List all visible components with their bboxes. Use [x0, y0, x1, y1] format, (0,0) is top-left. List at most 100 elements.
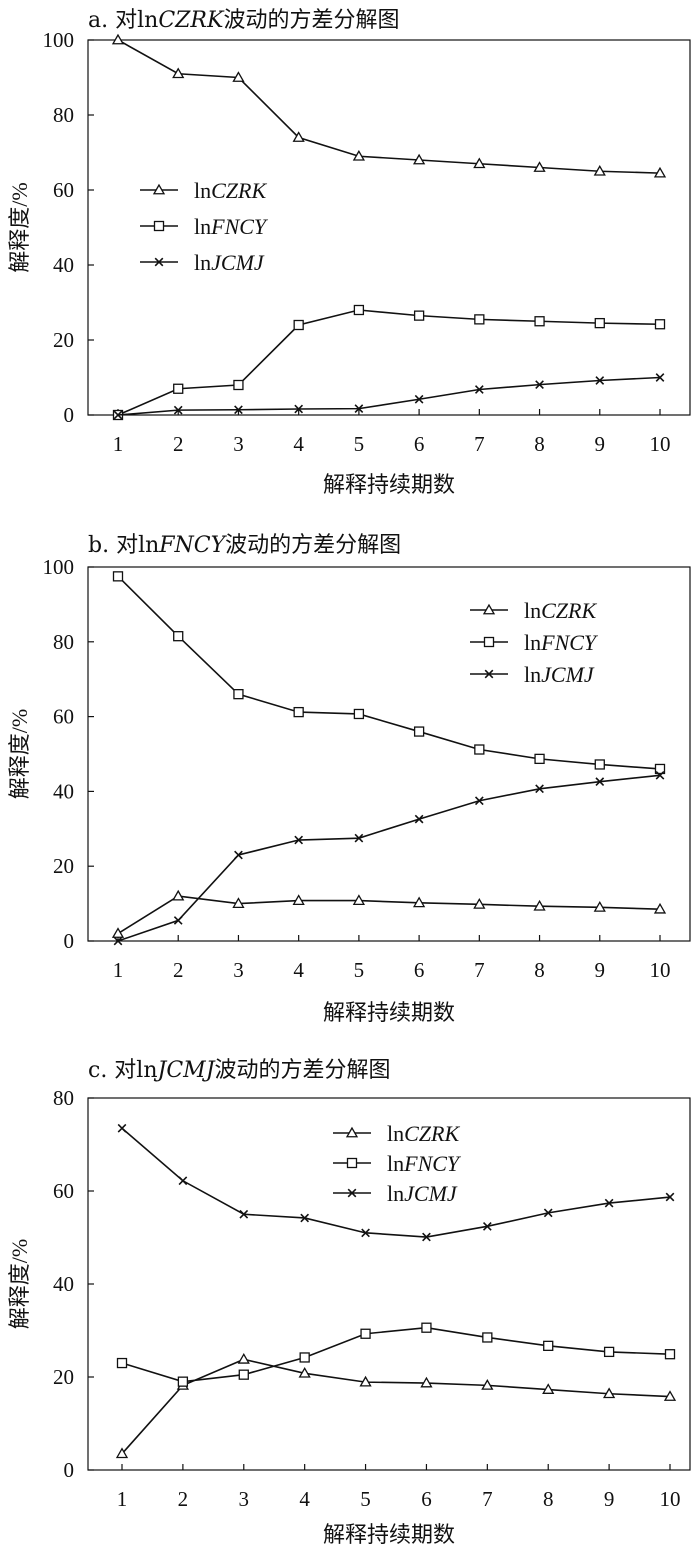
x-axis-label: 解释持续期数: [323, 1522, 455, 1547]
y-tick-label: 40: [53, 1272, 74, 1296]
legend-label: lnJCMJ: [387, 1181, 458, 1206]
x-tick-label: 2: [178, 1487, 189, 1511]
x-tick-label: 4: [293, 432, 304, 456]
data-point-jcmj: [655, 373, 665, 382]
series-jcmj: [113, 373, 665, 420]
data-point-czrk: [481, 1379, 494, 1390]
series-czrk: [111, 889, 667, 938]
x-tick-label: 1: [113, 958, 124, 982]
data-point-czrk: [420, 1376, 433, 1388]
chart-title-c: c. 对lnJCMJ波动的方差分解图: [88, 1052, 391, 1084]
legend-label: lnFNCY: [387, 1151, 462, 1176]
data-point-jcmj: [595, 777, 605, 787]
data-point-fncy: [474, 314, 485, 325]
series-line-jcmj: [121, 1127, 671, 1238]
data-point-jcmj: [414, 814, 424, 824]
x-tick-label: 7: [474, 432, 485, 456]
series-fncy: [112, 304, 666, 421]
x-tick-label: 1: [117, 1487, 128, 1511]
data-point-czrk: [359, 1375, 372, 1387]
data-point-jcmj: [113, 410, 123, 420]
x-tick-label: 3: [239, 1487, 250, 1511]
y-tick-label: 20: [53, 1365, 74, 1389]
legend-series-name: FNCY: [403, 1151, 462, 1176]
legend-prefix: ln: [524, 598, 541, 623]
legend-prefix: ln: [387, 1121, 404, 1146]
series-fncy: [112, 571, 666, 775]
legend-label: lnFNCY: [194, 214, 269, 239]
title-prefix: c. 对ln: [88, 1058, 158, 1083]
legend-label: lnJCMJ: [194, 250, 265, 275]
data-point-fncy: [173, 383, 184, 394]
series-line-czrk: [121, 1358, 671, 1455]
data-point-fncy: [603, 1346, 615, 1358]
y-tick-label: 60: [53, 178, 74, 202]
series-fncy: [116, 1322, 676, 1387]
data-point-jcmj: [300, 1213, 310, 1223]
series-line-czrk: [117, 895, 661, 935]
legend-series-name: CZRK: [541, 598, 597, 623]
x-tick-label: 10: [660, 1487, 681, 1511]
legend-marker: [154, 257, 164, 267]
data-point-jcmj: [422, 1232, 431, 1242]
data-point-jcmj: [482, 1221, 492, 1231]
data-point-czrk: [533, 161, 546, 172]
data-point-jcmj: [178, 1176, 188, 1186]
legend-series-name: FNCY: [540, 630, 599, 655]
x-tick-label: 4: [299, 1487, 310, 1511]
legend-series-name: JCMJ: [404, 1181, 458, 1206]
data-point-fncy: [543, 1340, 554, 1351]
data-point-czrk: [352, 149, 366, 161]
data-point-czrk: [292, 894, 305, 906]
data-point-czrk: [602, 1387, 616, 1399]
data-point-czrk: [593, 901, 606, 912]
data-point-czrk: [542, 1383, 555, 1394]
data-point-jcmj: [474, 796, 484, 806]
series-line-fncy: [121, 1326, 671, 1383]
legend-marker: [153, 220, 165, 232]
x-tick-label: 3: [233, 958, 244, 982]
legend-series-name: CZRK: [404, 1121, 460, 1146]
legend-marker: [346, 1157, 358, 1169]
data-point-fncy: [112, 571, 124, 582]
x-tick-label: 10: [650, 432, 671, 456]
y-tick-label: 80: [53, 630, 74, 654]
y-tick-label: 80: [53, 103, 74, 127]
x-tick-label: 6: [414, 432, 425, 456]
data-point-fncy: [534, 753, 545, 765]
x-tick-label: 4: [293, 958, 304, 982]
data-point-jcmj: [414, 394, 424, 404]
legend-marker: [482, 603, 496, 615]
legend-marker: [483, 636, 495, 648]
y-tick-label: 100: [43, 555, 75, 579]
data-point-jcmj: [655, 770, 665, 780]
data-point-fncy: [293, 706, 304, 718]
data-point-fncy: [293, 319, 304, 331]
data-point-czrk: [292, 131, 305, 142]
series-line-jcmj: [117, 376, 661, 416]
legend-marker: [484, 669, 494, 679]
legend-prefix: ln: [194, 178, 211, 203]
legend-label: lnJCMJ: [524, 662, 595, 687]
legend-label: lnCZRK: [194, 178, 267, 203]
plot-frame: [87, 566, 691, 942]
series-jcmj: [113, 770, 665, 946]
legend: lnCZRK lnFNCY lnJCMJ: [333, 1121, 462, 1206]
x-tick-label: 10: [650, 958, 671, 982]
data-point-czrk: [653, 902, 667, 914]
data-point-czrk: [298, 1366, 311, 1378]
data-point-czrk: [473, 898, 486, 909]
data-point-czrk: [172, 889, 185, 901]
data-point-jcmj: [604, 1198, 614, 1208]
data-point-jcmj: [535, 380, 544, 389]
data-point-jcmj: [234, 850, 243, 860]
legend-label: lnCZRK: [524, 598, 597, 623]
legend-prefix: ln: [524, 662, 541, 687]
chart-title-b: b. 对lnFNCY波动的方差分解图: [88, 527, 401, 559]
data-point-fncy: [654, 319, 666, 330]
x-tick-label: 9: [595, 958, 606, 982]
y-tick-label: 60: [53, 1179, 74, 1203]
